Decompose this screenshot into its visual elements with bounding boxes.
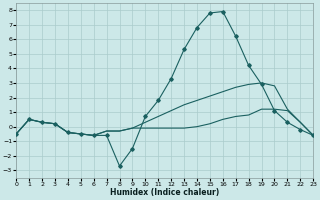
X-axis label: Humidex (Indice chaleur): Humidex (Indice chaleur) xyxy=(110,188,219,197)
